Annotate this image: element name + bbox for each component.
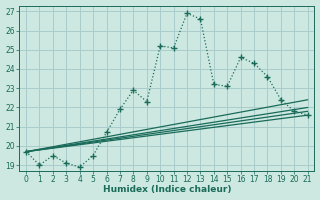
X-axis label: Humidex (Indice chaleur): Humidex (Indice chaleur) — [103, 185, 231, 194]
